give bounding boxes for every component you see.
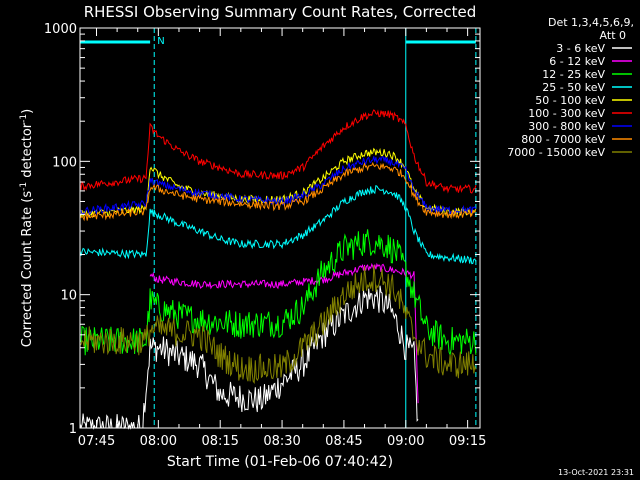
series-line-2	[79, 229, 477, 357]
y-tick-label-3: 1000	[44, 22, 77, 37]
legend-label-6: 300 - 800 keV	[528, 120, 605, 133]
x-axis-label: Start Time (01-Feb-06 07:40:42)	[167, 454, 393, 470]
legend-label-3: 25 - 50 keV	[542, 81, 605, 94]
axis-layer: 07:45 08:00 08:15 08:30 08:45 09:00 09:15 1 10 10…	[44, 22, 486, 449]
legend-label-8: 7000 - 15000 keV	[507, 146, 605, 159]
x-tick-label-0: 07:45	[78, 434, 115, 449]
flag-label-n: N	[157, 36, 164, 47]
y-axis-label-main: Corrected Count Rate (s	[20, 191, 35, 348]
y-tick-label-0: 1	[69, 422, 77, 437]
legend-label-1: 6 - 12 keV	[549, 55, 605, 68]
y-tick-label-1: 10	[60, 289, 77, 304]
x-tick-label-3: 08:30	[263, 434, 300, 449]
legend-label-7: 800 - 7000 keV	[521, 133, 605, 146]
series-line-8	[79, 264, 477, 384]
legend-label-0: 3 - 6 keV	[556, 42, 605, 55]
footer-timestamp: 13-Oct-2021 23:31	[558, 468, 634, 477]
x-tick-label-6: 09:15	[449, 434, 486, 449]
plot-frame	[79, 27, 481, 429]
x-tick-label-5: 09:00	[387, 434, 424, 449]
series-line-5	[79, 109, 477, 194]
legend-header-line-2: Att 0	[600, 29, 626, 42]
y-axis-label-mid: detector	[20, 122, 35, 182]
chart-title: RHESSI Observing Summary Count Rates, Co…	[84, 3, 477, 21]
legend-label-5: 100 - 300 keV	[528, 107, 605, 120]
series-line-3	[79, 185, 477, 265]
y-axis-label-sup2: -1	[19, 114, 29, 123]
y-tick-label-2: 100	[52, 155, 77, 170]
series-line-7	[79, 161, 477, 222]
x-tick-label-1: 08:00	[140, 434, 177, 449]
y-axis-label: Corrected Count Rate (s-1 detector-1)	[19, 109, 35, 347]
y-axis-label-sup1: -1	[19, 182, 29, 191]
x-tick-label-2: 08:15	[201, 434, 238, 449]
legend-header-line-1: Det 1,3,4,5,6,9,	[548, 16, 634, 29]
legend-label-4: 50 - 100 keV	[535, 94, 605, 107]
legend-label-2: 12 - 25 keV	[542, 68, 605, 81]
y-axis-label-end: )	[20, 109, 35, 114]
x-tick-label-4: 08:45	[325, 434, 362, 449]
